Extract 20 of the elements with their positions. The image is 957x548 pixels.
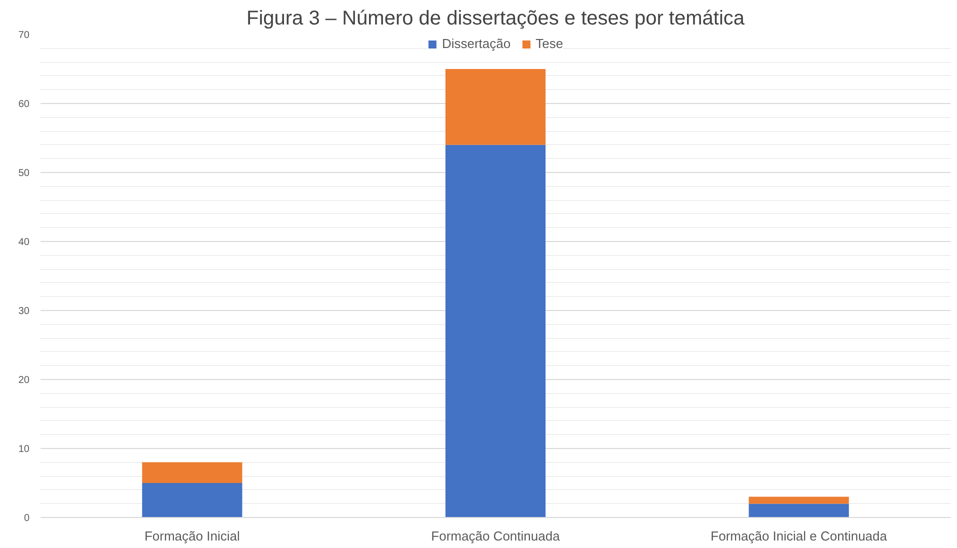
y-tick-label: 50	[18, 168, 30, 179]
bar	[748, 496, 849, 504]
chart-title: Figura 3 – Número de dissertações e teses por temática	[246, 8, 746, 30]
bar	[142, 483, 242, 518]
legend-label: Dissertação	[442, 36, 511, 51]
y-tick-label: 40	[18, 237, 30, 248]
y-tick-label: 10	[18, 444, 30, 455]
y-tick-label: 70	[18, 30, 30, 41]
x-tick-label: Formação Inicial	[144, 528, 240, 544]
y-tick-label: 0	[24, 513, 30, 524]
bar	[748, 504, 849, 518]
y-tick-label: 30	[18, 306, 30, 317]
bar	[142, 462, 242, 483]
y-tick-label: 20	[18, 375, 30, 386]
x-tick-label: Formação Continuada	[431, 528, 561, 544]
legend-label: Tese	[536, 36, 564, 51]
bar	[445, 144, 546, 518]
y-tick-label: 60	[18, 99, 30, 110]
x-tick-label: Formação Inicial e Continuada	[710, 528, 888, 544]
bar	[445, 69, 546, 145]
